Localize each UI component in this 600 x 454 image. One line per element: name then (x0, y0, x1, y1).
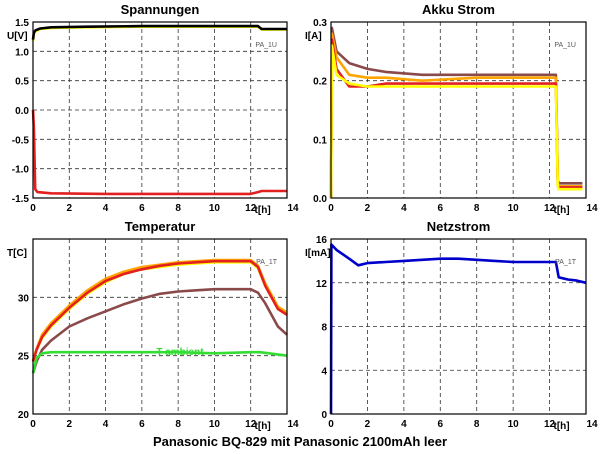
series-line-1 (31, 109, 287, 196)
x-tick-label: 2 (365, 203, 371, 214)
x-tick-label: 6 (438, 419, 444, 430)
x-tick-label: 6 (139, 203, 145, 214)
series-line-2 (31, 258, 288, 361)
plot-frame (32, 238, 288, 415)
plot-frame (330, 21, 587, 199)
x-tick-label: 0 (30, 203, 36, 214)
chart-tag: PA_1U (255, 42, 277, 49)
y-tick-label: 30 (18, 293, 30, 304)
chart-tag: PA_1U (554, 42, 576, 49)
series-line-3 (31, 259, 288, 362)
chart-netzstrom: Netzstrom PA_1T 0 4 8 12 16 0 2 4 6 8 10 12 14 t[h] I[mA… (305, 219, 598, 432)
x-tick-label: 14 (586, 419, 598, 430)
series-line-2 (31, 25, 287, 41)
y-axis-label: I[A] (305, 31, 322, 42)
x-tick-label: 8 (474, 419, 480, 430)
y-tick-label: 4 (321, 366, 327, 377)
x-tick-label: 10 (508, 203, 520, 214)
x-tick-label: 8 (474, 203, 480, 214)
y-tick-label: 1.0 (15, 47, 29, 58)
y-tick-label: 8 (321, 323, 327, 334)
series-line-4 (329, 44, 583, 199)
x-tick-label: 12 (245, 203, 257, 214)
chart-title: Netzstrom (427, 219, 491, 234)
x-tick-label: 0 (328, 419, 334, 430)
chart-spannungen: Spannungen PA_1U -1.5 -1.0 -0.5 0.0 0.5 1.0 1.5 0… (7, 2, 299, 216)
y-tick-label: 25 (18, 352, 30, 363)
annotation-t-ambient: T ambient (156, 347, 204, 358)
series-line-2 (329, 32, 583, 199)
x-tick-label: 2 (67, 203, 73, 214)
y-tick-label: 0.5 (15, 77, 29, 88)
x-tick-label: 0 (328, 203, 334, 214)
x-tick-label: 12 (245, 419, 257, 430)
x-axis-label: t[h] (553, 421, 569, 432)
series-line-3 (329, 38, 583, 199)
x-axis-label: t[h] (255, 205, 271, 216)
x-tick-label: 12 (544, 203, 556, 214)
series-line-3 (31, 24, 287, 40)
y-axis-label: T[C] (7, 248, 27, 259)
y-tick-label: -1.0 (12, 165, 30, 176)
y-tick-label: 0.1 (313, 135, 327, 146)
chart-title: Akku Strom (422, 2, 495, 17)
x-tick-label: 8 (175, 419, 181, 430)
y-tick-label: 1.5 (15, 18, 29, 29)
y-tick-label: -0.5 (12, 135, 30, 146)
y-tick-label: 16 (316, 235, 328, 246)
chart-akku-strom: Akku Strom PA_1U 0.0 0.1 0.2 0.3 0 2 4 6 8 10 12 14 t[… (305, 2, 598, 216)
x-tick-label: 2 (67, 419, 73, 430)
y-tick-label: -1.5 (12, 194, 30, 205)
y-axis-label: U[V] (7, 31, 28, 42)
chart-tag: PA_1T (256, 259, 278, 266)
x-tick-label: 6 (139, 419, 145, 430)
x-tick-label: 14 (586, 203, 598, 214)
series-line-1 (329, 26, 583, 199)
figure-title: Panasonic BQ-829 mit Panasonic 2100mAh l… (152, 434, 448, 449)
series-line-5 (31, 350, 288, 374)
x-tick-label: 14 (287, 203, 299, 214)
x-tick-label: 6 (438, 203, 444, 214)
x-tick-label: 4 (103, 203, 109, 214)
series-line-1 (329, 243, 587, 415)
plot-frame (330, 238, 587, 415)
series-line-4 (31, 287, 288, 374)
y-tick-label: 0.0 (15, 106, 29, 117)
x-tick-label: 2 (365, 419, 371, 430)
x-tick-label: 14 (287, 419, 299, 430)
x-tick-label: 12 (544, 419, 556, 430)
x-tick-label: 8 (175, 203, 181, 214)
x-axis-label: t[h] (255, 421, 271, 432)
x-tick-label: 0 (30, 419, 36, 430)
chart-title: Spannungen (121, 2, 200, 17)
y-tick-label: 0.2 (313, 77, 327, 88)
y-tick-label: 0 (321, 410, 327, 421)
y-tick-label: 0.0 (313, 194, 327, 205)
chart-temperatur: Temperatur PA_1T 20 25 30 0 2 4 6 8 10 12 14 t[h] T[C]… (7, 219, 299, 432)
y-tick-label: 0.3 (313, 18, 327, 29)
y-axis-label: I[mA] (305, 248, 331, 259)
x-tick-label: 10 (209, 419, 221, 430)
chart-title: Temperatur (125, 219, 196, 234)
x-tick-label: 10 (209, 203, 221, 214)
x-tick-label: 4 (401, 419, 407, 430)
x-tick-label: 4 (103, 419, 109, 430)
y-tick-label: 20 (18, 410, 30, 421)
y-tick-label: 12 (316, 279, 328, 290)
plot-frame (32, 21, 288, 199)
chart-tag: PA_1T (555, 259, 577, 266)
x-tick-label: 10 (508, 419, 520, 430)
x-axis-label: t[h] (553, 205, 569, 216)
x-tick-label: 4 (401, 203, 407, 214)
